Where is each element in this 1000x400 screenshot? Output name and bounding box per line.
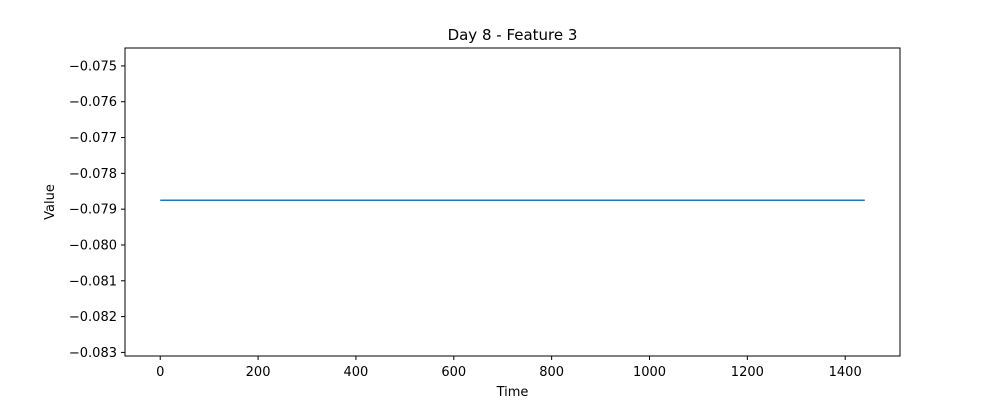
x-tick-label: 0	[156, 365, 164, 380]
y-tick-label: −0.079	[69, 203, 117, 218]
x-ticks: 0 200 400 600 800 1000 1200 1400	[156, 356, 862, 380]
x-axis-title: Time	[496, 385, 529, 400]
y-tick-label: −0.083	[69, 346, 117, 361]
x-tick-label: 1400	[829, 365, 862, 380]
y-ticks: −0.075 −0.076 −0.077 −0.078 −0.079 −0.080 −0.0…	[69, 59, 125, 361]
x-tick-label: 400	[344, 365, 369, 380]
plot-area	[125, 48, 900, 356]
y-tick-label: −0.081	[69, 274, 117, 289]
x-tick-label: 800	[539, 365, 564, 380]
y-tick-label: −0.082	[69, 310, 117, 325]
y-tick-label: −0.077	[69, 131, 117, 146]
y-axis-title: Value	[43, 184, 58, 220]
plot-frame	[124, 47, 901, 357]
y-tick-label: −0.078	[69, 167, 117, 182]
x-tick-label: 200	[246, 365, 271, 380]
y-tick-label: −0.080	[69, 238, 117, 253]
y-tick-label: −0.075	[69, 59, 117, 74]
x-tick-label: 600	[441, 365, 466, 380]
y-tick-label: −0.076	[69, 95, 117, 110]
x-tick-label: 1200	[731, 365, 764, 380]
chart-title: Day 8 - Feature 3	[448, 26, 578, 44]
x-tick-label: 1000	[633, 365, 666, 380]
